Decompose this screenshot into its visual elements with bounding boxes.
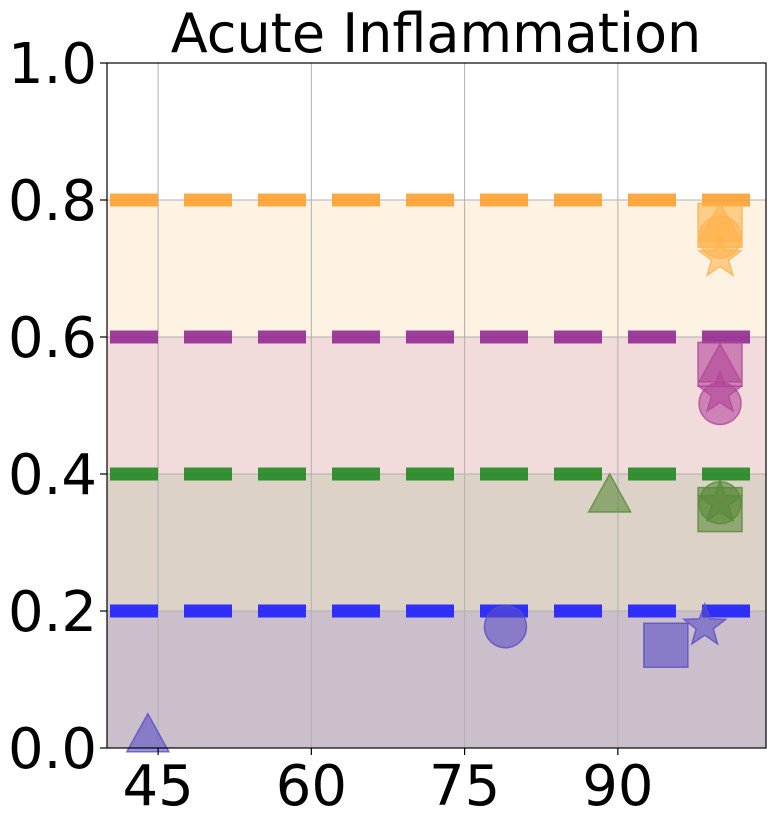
point-1-3-star [696, 478, 743, 523]
y-axis: 0.0 0.2 0.4 0.6 0.8 1.0 [8, 32, 107, 782]
point-0-0-triangle [125, 712, 171, 753]
x-tick-label-3: 90 [582, 754, 653, 819]
point-0-3-star [681, 601, 728, 646]
x-tick-label-1: 60 [276, 754, 347, 819]
band-1 [107, 474, 766, 611]
y-tick-label-0: 0.0 [8, 717, 97, 782]
reference-line-layer [110, 193, 766, 618]
y-tick-label-3: 0.6 [8, 306, 97, 371]
chart-title: Acute Inflammation [171, 2, 701, 65]
point-1-0-triangle [587, 472, 632, 513]
y-tick-label-2: 0.4 [8, 443, 97, 508]
point-layer [125, 201, 744, 753]
point-2-3-star [696, 368, 743, 413]
band-2 [107, 337, 766, 474]
y-tick-label-4: 0.8 [8, 169, 97, 234]
band-3 [107, 200, 766, 337]
y-tick-label-5: 1.0 [8, 32, 97, 97]
x-tick-label-2: 75 [429, 754, 500, 819]
point-3-3-star [696, 233, 744, 278]
plot-frame [106, 62, 767, 749]
y-tick-label-1: 0.2 [8, 580, 97, 645]
x-tick-label-0: 45 [122, 754, 193, 819]
point-0-2-square [643, 622, 689, 668]
x-axis: 45 60 75 90 [122, 748, 653, 819]
point-0-1-circle [483, 605, 528, 649]
